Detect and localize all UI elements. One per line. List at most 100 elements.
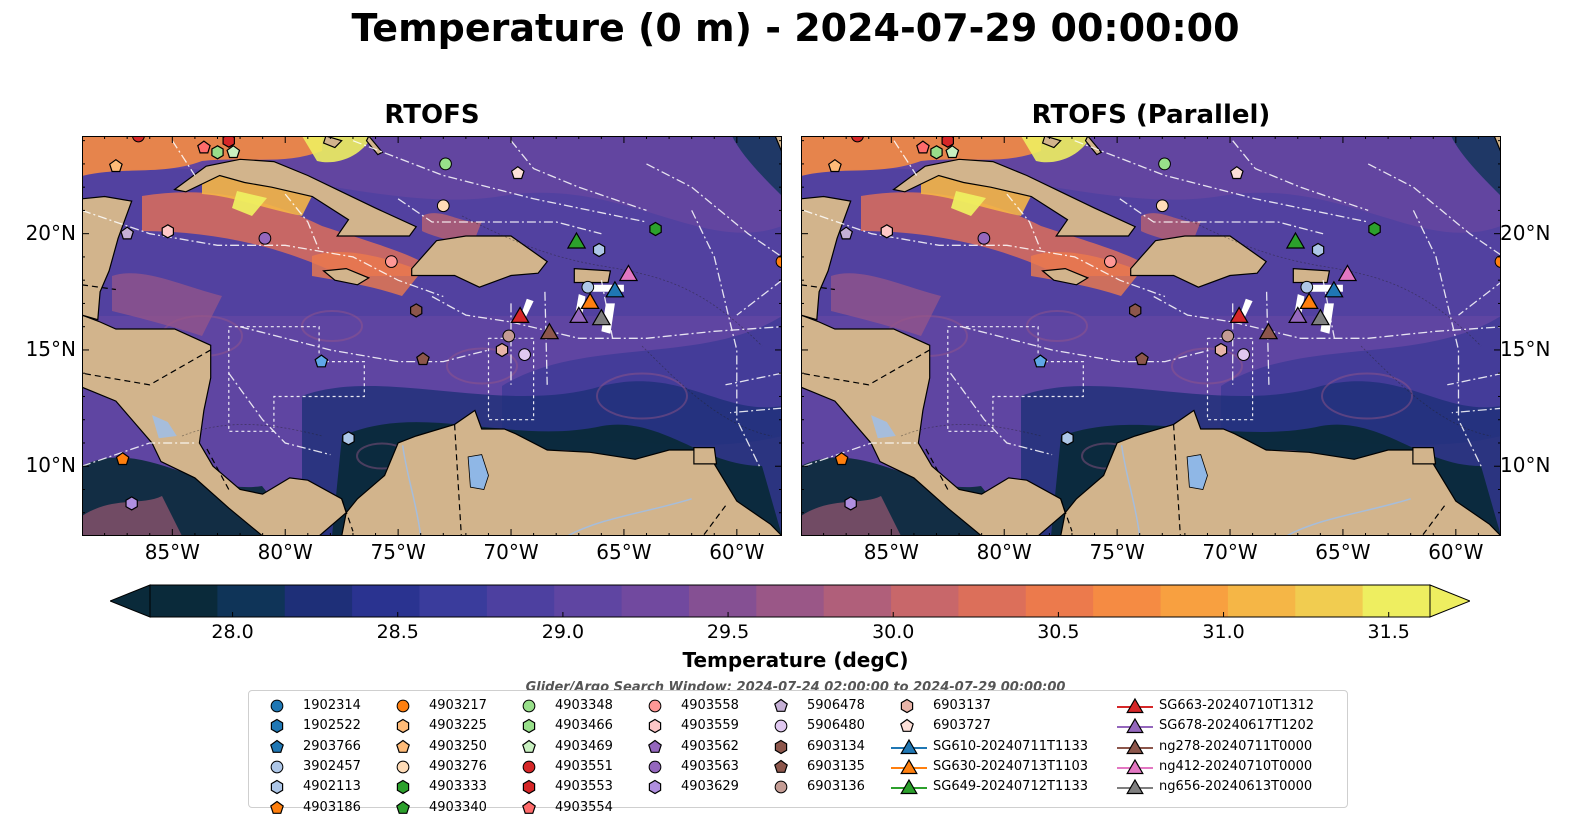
land-bigisland bbox=[1493, 136, 1501, 153]
map-marker-5906478 bbox=[120, 226, 135, 240]
map-marker-ng278-20240711T0000 bbox=[539, 322, 560, 340]
map-marker-4903186 bbox=[834, 452, 849, 466]
legend-item-label: 6903135 bbox=[807, 758, 865, 774]
land-trinidad bbox=[1412, 447, 1437, 465]
map-marker-4903558 bbox=[385, 255, 398, 268]
lon-tick-label: 85°W bbox=[144, 540, 200, 564]
legend-marker-icon bbox=[270, 719, 284, 734]
map-marker-4903554 bbox=[197, 140, 211, 154]
legend-marker-icon bbox=[522, 739, 536, 753]
colorbar bbox=[110, 584, 1470, 618]
legend-item-label: 4903340 bbox=[429, 799, 487, 815]
colorbar-max-extend bbox=[1429, 584, 1470, 618]
map-marker-ng656-20240613T0000 bbox=[591, 308, 612, 326]
legend-item-label: 4903276 bbox=[429, 758, 487, 774]
legend-marker-icon bbox=[396, 699, 410, 713]
map-marker-4903559 bbox=[161, 224, 175, 239]
map-marker-4903559 bbox=[880, 224, 894, 239]
map-marker-6903137 bbox=[1214, 342, 1228, 358]
legend-marker-icon bbox=[522, 800, 536, 814]
colorbar-tick-label: 29.5 bbox=[706, 621, 750, 643]
legend-item-label: 4902113 bbox=[303, 779, 361, 795]
map-marker-2903766 bbox=[314, 354, 329, 368]
legend-item-label: 4903333 bbox=[429, 779, 487, 795]
land-central bbox=[801, 314, 1066, 536]
lon-tick-label: 60°W bbox=[1428, 540, 1484, 564]
colorbar-tick-label: 29.0 bbox=[541, 621, 585, 643]
map-marker-1902522 bbox=[1061, 431, 1074, 446]
map-marker-4903553 bbox=[222, 136, 235, 148]
map-marker-6903136 bbox=[1221, 329, 1235, 343]
lon-tick-label: 75°W bbox=[370, 540, 426, 564]
lat-tick-label: 10°N bbox=[1500, 453, 1551, 478]
legend-item-label: 1902522 bbox=[303, 718, 361, 734]
land-central bbox=[82, 314, 347, 536]
legend-marker-icon bbox=[648, 699, 662, 713]
country-borders bbox=[801, 284, 1446, 536]
map-marker-4903563 bbox=[977, 231, 991, 245]
legend-marker-icon bbox=[774, 719, 788, 733]
lon-tick-label: 80°W bbox=[257, 540, 313, 564]
colorbar-segment bbox=[1362, 585, 1431, 617]
legend-item-label: SG610-20240711T1133 bbox=[933, 738, 1089, 754]
land-puerto bbox=[1292, 267, 1331, 284]
legend-item-label: 6903727 bbox=[933, 718, 991, 734]
legend-item-label: 4903554 bbox=[555, 799, 613, 815]
map-marker-4903250 bbox=[827, 158, 842, 173]
lat-tick-label: 20°N bbox=[1500, 220, 1551, 245]
colorbar-segment bbox=[891, 585, 959, 617]
map-marker-4903563 bbox=[258, 231, 272, 245]
country-borders bbox=[82, 284, 727, 536]
legend-item-label: ng278-20240711T0000 bbox=[1159, 738, 1313, 754]
legend-item-label: 4903466 bbox=[555, 718, 613, 734]
legend-marker-icon bbox=[270, 760, 284, 774]
legend-item-label: 4903186 bbox=[303, 799, 361, 815]
legend-item-label: 6903137 bbox=[933, 698, 991, 713]
legend-marker-icon bbox=[774, 780, 788, 794]
colorbar-tick-label: 30.0 bbox=[872, 621, 915, 643]
legend-item-label: SG678-20240617T1202 bbox=[1159, 718, 1315, 734]
colorbar-segment bbox=[1295, 585, 1364, 617]
map-marker-ng656-20240613T0000 bbox=[1310, 308, 1331, 326]
map-marker-4903469 bbox=[945, 145, 960, 159]
legend-marker-icon bbox=[1126, 758, 1144, 774]
map-panel-rtofs-parallel bbox=[801, 136, 1501, 536]
legend-item-label: SG649-20240712T1133 bbox=[933, 779, 1089, 795]
map-marker-ng412-20240710T0000 bbox=[1337, 264, 1358, 282]
map-marker-4903466 bbox=[930, 145, 943, 160]
legend-marker-icon bbox=[648, 739, 662, 753]
map-marker-SG649-20240712T1133 bbox=[1285, 231, 1306, 249]
colorbar-tick-label: 28.0 bbox=[211, 621, 254, 643]
legend-marker-icon bbox=[1126, 778, 1144, 795]
colorbar-tick-label: 31.0 bbox=[1202, 621, 1245, 643]
legend-item-label: 1902314 bbox=[303, 698, 361, 713]
colorbar-segment bbox=[823, 585, 892, 617]
lon-tick-label: 70°W bbox=[483, 540, 539, 564]
colorbar-segment bbox=[150, 585, 218, 617]
legend-marker-icon bbox=[522, 719, 536, 734]
legend-marker-icon bbox=[648, 779, 662, 795]
map-marker-SG678-20240617T1202 bbox=[569, 306, 589, 323]
map-marker-4903554 bbox=[916, 140, 930, 154]
map-marker-5906480 bbox=[1237, 348, 1250, 361]
map-panel-rtofs bbox=[82, 136, 782, 536]
legend: 1902314 1902522 2903766 3902457 4902113 49031… bbox=[248, 690, 1348, 815]
map-marker-6903135 bbox=[1135, 352, 1149, 366]
legend-item-label: 6903134 bbox=[807, 738, 865, 754]
map-marker-4903250 bbox=[108, 158, 123, 173]
legend-item-label: 5906480 bbox=[807, 718, 865, 734]
map-marker-ng278-20240711T0000 bbox=[1258, 322, 1279, 340]
colorbar-segment bbox=[554, 585, 623, 617]
legend-marker-icon bbox=[774, 759, 788, 773]
legend-marker-icon bbox=[900, 778, 918, 795]
map-marker-SG678-20240617T1202 bbox=[1288, 306, 1308, 323]
colorbar-segment bbox=[486, 585, 555, 617]
map-marker-1902314 bbox=[851, 136, 864, 143]
land-yucatan bbox=[801, 195, 852, 321]
map-marker-4903558 bbox=[1104, 255, 1117, 268]
legend-item-label: 4903562 bbox=[681, 738, 739, 754]
lon-tick-label: 70°W bbox=[1202, 540, 1258, 564]
legend-item-label: 3902457 bbox=[303, 758, 361, 774]
colorbar-segment bbox=[1160, 585, 1229, 617]
colorbar-segment bbox=[352, 585, 420, 617]
